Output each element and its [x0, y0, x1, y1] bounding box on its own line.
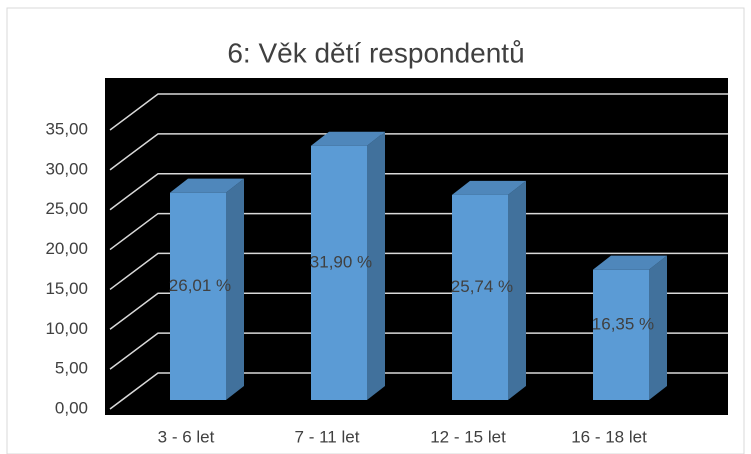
y-tick-label: 5,00 — [55, 359, 88, 378]
value-label: 26,01 % — [169, 276, 231, 295]
x-tick-label: 16 - 18 let — [571, 427, 647, 446]
grid-line — [109, 133, 728, 171]
bar-side — [367, 131, 385, 400]
bar — [170, 192, 226, 400]
chart-title: 6: Věk dětí respondentů — [227, 37, 524, 68]
grid-line — [109, 252, 728, 291]
y-tick-label: 35,00 — [45, 119, 88, 138]
bar — [452, 194, 508, 400]
bar-top — [593, 255, 667, 270]
x-tick-label: 3 - 6 let — [158, 427, 215, 446]
y-tick-label: 15,00 — [45, 279, 88, 298]
bar-side — [649, 255, 667, 400]
bar-side — [226, 178, 244, 400]
value-label: 25,74 % — [451, 277, 513, 296]
grid-line — [109, 372, 728, 410]
bar-side — [508, 180, 526, 400]
grid-line — [109, 172, 728, 211]
value-label: 16,35 % — [592, 314, 654, 333]
x-tick-label: 12 - 15 let — [430, 427, 506, 446]
grid-line — [109, 93, 728, 131]
grid-line — [109, 212, 728, 251]
bar — [593, 269, 649, 400]
grid-line — [109, 292, 728, 330]
value-label: 31,90 % — [310, 252, 372, 271]
y-tick-label: 0,00 — [55, 398, 88, 417]
x-tick-label: 7 - 11 let — [295, 427, 360, 446]
bar-top — [452, 180, 526, 195]
grid-line — [109, 332, 728, 370]
y-tick-label: 10,00 — [45, 319, 88, 338]
y-tick-label: 20,00 — [45, 239, 88, 258]
y-tick-label: 25,00 — [45, 199, 88, 218]
bar-top — [311, 131, 385, 146]
bar — [311, 145, 367, 400]
bar-top — [170, 178, 244, 193]
y-tick-label: 30,00 — [45, 159, 88, 178]
